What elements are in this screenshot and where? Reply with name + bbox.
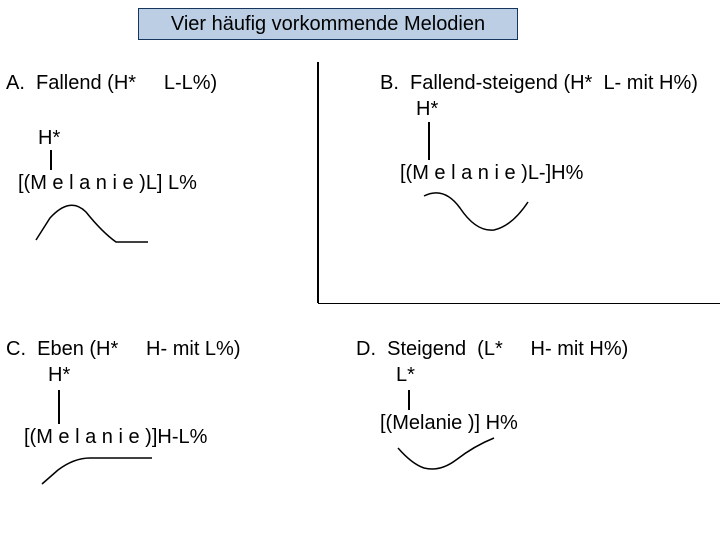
panel-d-tone-label: L* [396,364,415,387]
title-text: Vier häufig vorkommende Melodien [171,13,485,36]
panel-a-phrase: [(M e l a n i e )L] L% [18,172,197,195]
vertical-divider [317,62,319,303]
panel-b-phrase: [(M e l a n i e )L-]H% [400,162,583,185]
panel-c-contour [38,452,158,492]
panel-b-tone-line [428,122,430,160]
panel-c-heading: C. Eben (H* H- mit L%) [6,338,241,361]
panel-c-phrase: [(M e l a n i e )]H-L% [24,426,207,449]
title-box: Vier häufig vorkommende Melodien [138,8,518,40]
panel-b-heading: B. Fallend-steigend (H* L- mit H%) [380,72,698,95]
horizontal-divider [318,303,720,304]
panel-c-tone-line [58,390,60,424]
panel-a-contour [30,198,150,248]
panel-b-tone-label: H* [416,98,438,121]
panel-a-tone-line [50,150,52,170]
panel-a-tone-label: H* [38,127,60,150]
panel-a-heading: A. Fallend (H* L-L%) [6,72,217,95]
panel-c-tone-label: H* [48,364,70,387]
panel-d-phrase: [(Melanie )] H% [380,412,518,435]
panel-d-tone-line [408,390,410,410]
panel-b-contour [420,190,540,240]
panel-d-contour [394,436,504,480]
panel-d-heading: D. Steigend (L* H- mit H%) [356,338,628,361]
